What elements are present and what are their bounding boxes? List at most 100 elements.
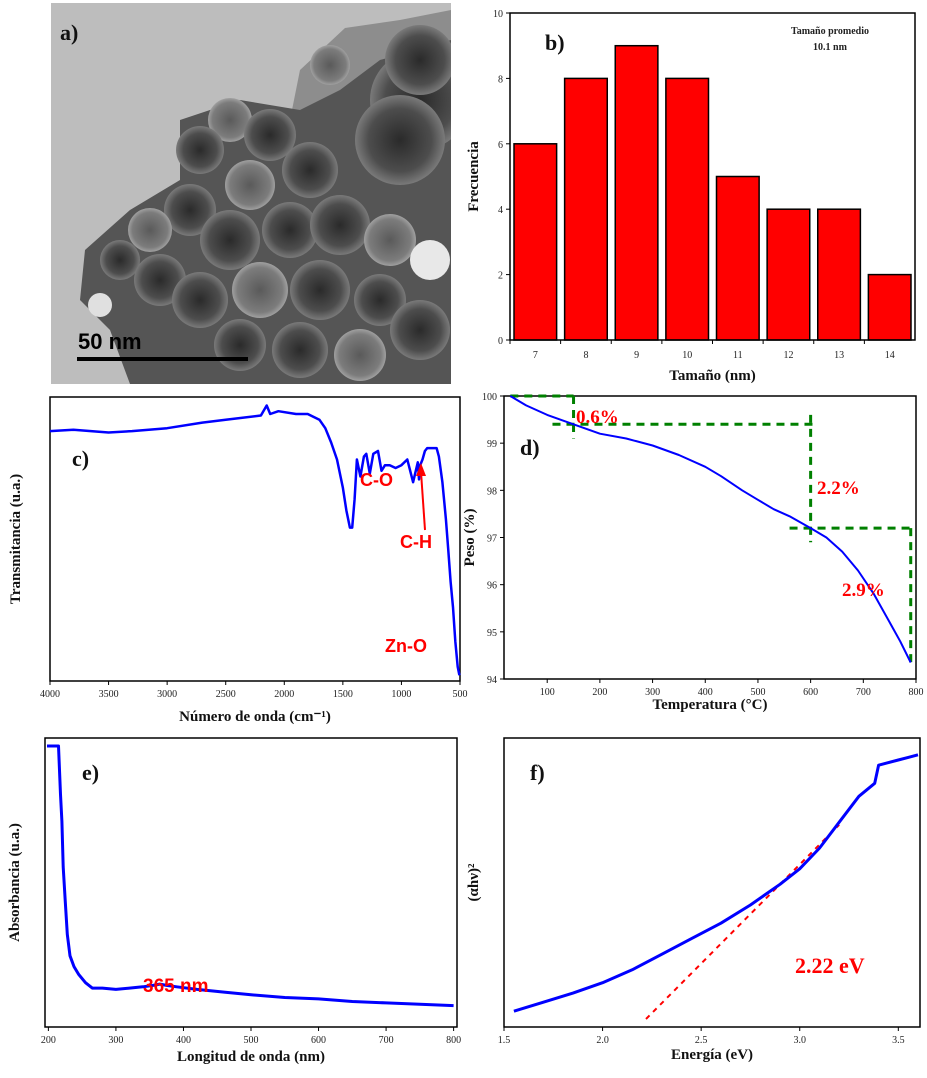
- x-tick-label: 10: [682, 350, 692, 361]
- tauc-line: [513, 753, 919, 1013]
- band-gap-annotation: 2.22 eV: [795, 953, 865, 978]
- peak-annotation: 365 nm: [143, 976, 208, 997]
- panel-label-b: b): [545, 30, 565, 55]
- loss-label-2: 2.2%: [817, 478, 860, 499]
- y-tick-label: 6: [498, 140, 503, 151]
- scale-bar: [77, 357, 248, 361]
- x-tick-label: 9: [634, 350, 639, 361]
- x-tick-label: 500: [244, 1035, 259, 1046]
- x-tick-label: 700: [856, 687, 871, 698]
- x-tick-label: 2.0: [596, 1035, 609, 1046]
- x-axis-label: Tamaño (nm): [669, 368, 756, 384]
- bar: [817, 208, 862, 341]
- bar: [867, 273, 912, 341]
- x-tick-label: 800: [446, 1035, 461, 1046]
- panel-label-a: a): [60, 20, 78, 45]
- chart-f-tauc: 1.5 2.0 2.5 3.0 3.5 Energía (eV) (αhν)² f) 2.22 …: [466, 737, 921, 1063]
- x-tick-label: 12: [783, 350, 793, 361]
- x-tick-label: 300: [108, 1035, 123, 1046]
- x-tick-label: 100: [540, 687, 555, 698]
- y-tick-label: 97: [487, 534, 497, 545]
- y-tick-label: 10: [493, 9, 503, 20]
- x-tick-label: 600: [311, 1035, 326, 1046]
- chart-e-frame: [44, 737, 458, 1028]
- x-axis-label: Temperatura (°C): [652, 697, 767, 713]
- y-tick-label: 100: [482, 392, 497, 403]
- mean-size-annotation-line2: 10.1 nm: [813, 42, 848, 53]
- x-axis-label: Longitud de onda (nm): [177, 1049, 325, 1065]
- bar: [563, 77, 608, 341]
- x-tick-label: 2.5: [695, 1035, 708, 1046]
- x-tick-label: 700: [379, 1035, 394, 1046]
- panel-label-d: d): [520, 435, 540, 460]
- chart-d-tga: 100 200 300 400 500 600 700 800 94 95 96 97 98 99 100 T…: [462, 392, 924, 713]
- x-tick-label: 3000: [157, 689, 177, 700]
- x-tick-label: 14: [885, 350, 895, 361]
- annotation-zn-o: Zn-O: [385, 636, 427, 656]
- x-axis-label: Energía (eV): [671, 1047, 753, 1063]
- linear-fit-line: [645, 824, 840, 1020]
- chart-d-frame: [503, 395, 917, 680]
- x-tick-label: 200: [592, 687, 607, 698]
- x-tick-label: 4000: [40, 689, 60, 700]
- x-axis-label: Número de onda (cm⁻¹): [179, 709, 331, 725]
- x-tick-label: 1500: [333, 689, 353, 700]
- chart-e-uvvis: 200 300 400 500 600 700 800 Longitud de onda (n…: [7, 737, 461, 1065]
- panel-label-f: f): [530, 760, 545, 785]
- chart-c-ftir: 4000 3500 3000 2500 2000 1500 1000 500 Número de…: [8, 396, 468, 725]
- y-tick-label: 98: [487, 486, 497, 497]
- y-axis-label: Absorbancia (u.a.): [7, 823, 23, 942]
- chart-b-histogram: 7 8 9 10 11 12 13 14 0 2 4 6 8 10 Tamaño (nm) Frecuenci…: [466, 9, 916, 384]
- loss-label-3: 2.9%: [842, 580, 885, 601]
- y-tick-label: 95: [487, 628, 497, 639]
- absorbance-line: [47, 744, 454, 1008]
- bar: [665, 77, 710, 341]
- y-tick-label: 94: [487, 675, 497, 686]
- x-tick-label: 3500: [99, 689, 119, 700]
- y-tick-label: 99: [487, 439, 497, 450]
- y-axis-label: (αhν)²: [466, 863, 482, 901]
- x-tick-label: 600: [803, 687, 818, 698]
- bar: [513, 143, 558, 341]
- tem-image: a) 50 nm: [51, 3, 451, 384]
- x-tick-label: 400: [698, 687, 713, 698]
- tem-particles: [80, 10, 451, 384]
- x-tick-label: 1.5: [498, 1035, 511, 1046]
- x-tick-label: 400: [176, 1035, 191, 1046]
- y-tick-label: 0: [498, 336, 503, 347]
- x-tick-label: 2500: [216, 689, 236, 700]
- y-tick-label: 8: [498, 74, 503, 85]
- loss-label-1: 0.6%: [576, 407, 619, 428]
- y-tick-label: 4: [498, 205, 503, 216]
- x-tick-label: 7: [533, 350, 538, 361]
- y-tick-label: 96: [487, 581, 497, 592]
- chart-f-frame: [503, 737, 921, 1028]
- panel-label-c: c): [72, 446, 89, 471]
- chart-c-frame: [49, 396, 461, 682]
- x-tick-label: 11: [733, 350, 743, 361]
- x-tick-label: 300: [645, 687, 660, 698]
- annotation-c-h: C-H: [400, 532, 432, 552]
- y-axis-label: Frecuencia: [466, 141, 482, 212]
- bar: [766, 208, 811, 341]
- x-tick-label: 13: [834, 350, 844, 361]
- x-tick-label: 800: [909, 687, 924, 698]
- y-axis-label: Transmitancia (u.a.): [8, 474, 24, 604]
- c-h-arrowhead: [416, 463, 426, 476]
- x-tick-label: 2000: [274, 689, 294, 700]
- mean-size-annotation-line1: Tamaño promedio: [791, 26, 869, 37]
- x-tick-label: 3.5: [892, 1035, 905, 1046]
- bar: [614, 44, 659, 341]
- ftir-line: [49, 404, 461, 676]
- y-tick-label: 2: [498, 271, 503, 282]
- x-tick-label: 8: [583, 350, 588, 361]
- x-tick-label: 200: [41, 1035, 56, 1046]
- scale-bar-label: 50 nm: [78, 329, 142, 354]
- chart-b-frame: [509, 12, 916, 341]
- bar: [715, 175, 760, 341]
- x-tick-label: 500: [750, 687, 765, 698]
- panel-label-e: e): [82, 760, 99, 785]
- x-tick-label: 500: [453, 689, 468, 700]
- c-h-arrow: [420, 471, 426, 531]
